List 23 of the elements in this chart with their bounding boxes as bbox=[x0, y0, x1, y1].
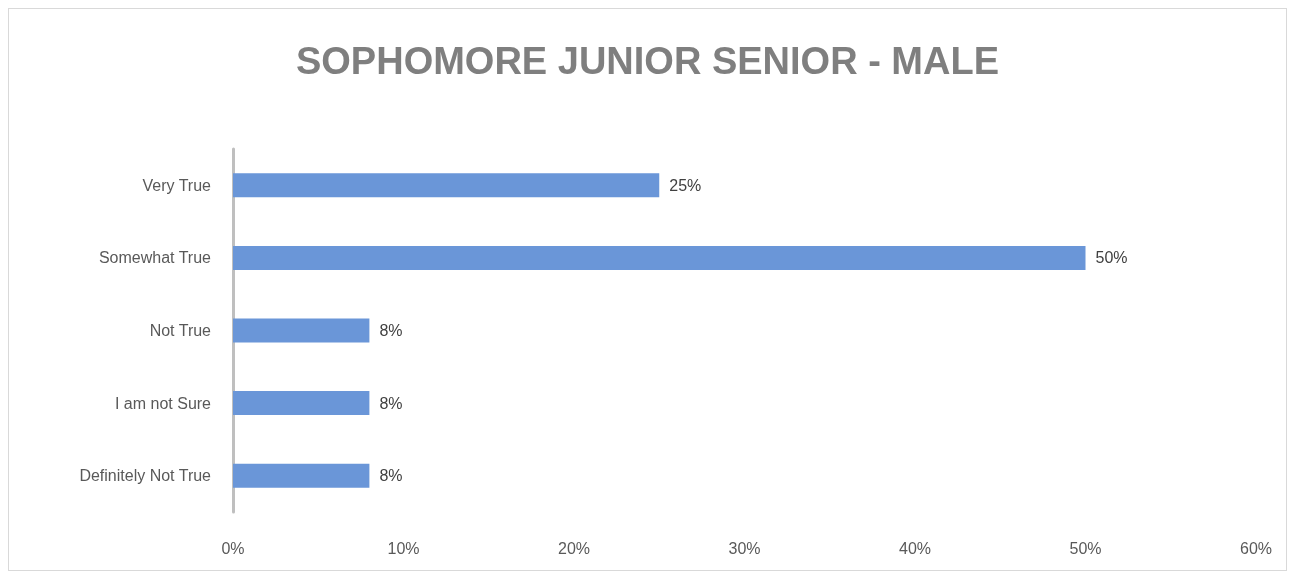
bar bbox=[233, 173, 660, 198]
data-label: 8% bbox=[379, 322, 403, 339]
data-label: 50% bbox=[1095, 249, 1128, 267]
bar bbox=[233, 391, 370, 416]
y-tick-label: Very True bbox=[142, 176, 212, 194]
x-tick-label: 50% bbox=[1069, 539, 1102, 557]
y-tick-label: I am not Sure bbox=[114, 394, 212, 412]
bar bbox=[233, 318, 370, 343]
y-tick-label: Definitely Not True bbox=[79, 467, 212, 485]
y-tick-label: Somewhat True bbox=[98, 249, 212, 267]
x-tick-label: 30% bbox=[728, 539, 761, 557]
x-tick-label: 10% bbox=[387, 539, 420, 557]
x-tick-label: 0% bbox=[221, 539, 245, 557]
x-tick-label: 60% bbox=[1239, 539, 1273, 557]
bar bbox=[233, 245, 1086, 270]
chart-title: SOPHOMORE JUNIOR SENIOR - MALE bbox=[295, 40, 1000, 82]
x-tick-label: 20% bbox=[557, 539, 591, 557]
bar bbox=[233, 463, 370, 488]
y-tick-label: Not True bbox=[149, 322, 212, 339]
data-label: 8% bbox=[379, 394, 403, 412]
data-label: 8% bbox=[379, 467, 403, 485]
data-label: 25% bbox=[669, 176, 702, 194]
x-tick-label: 40% bbox=[898, 539, 932, 557]
